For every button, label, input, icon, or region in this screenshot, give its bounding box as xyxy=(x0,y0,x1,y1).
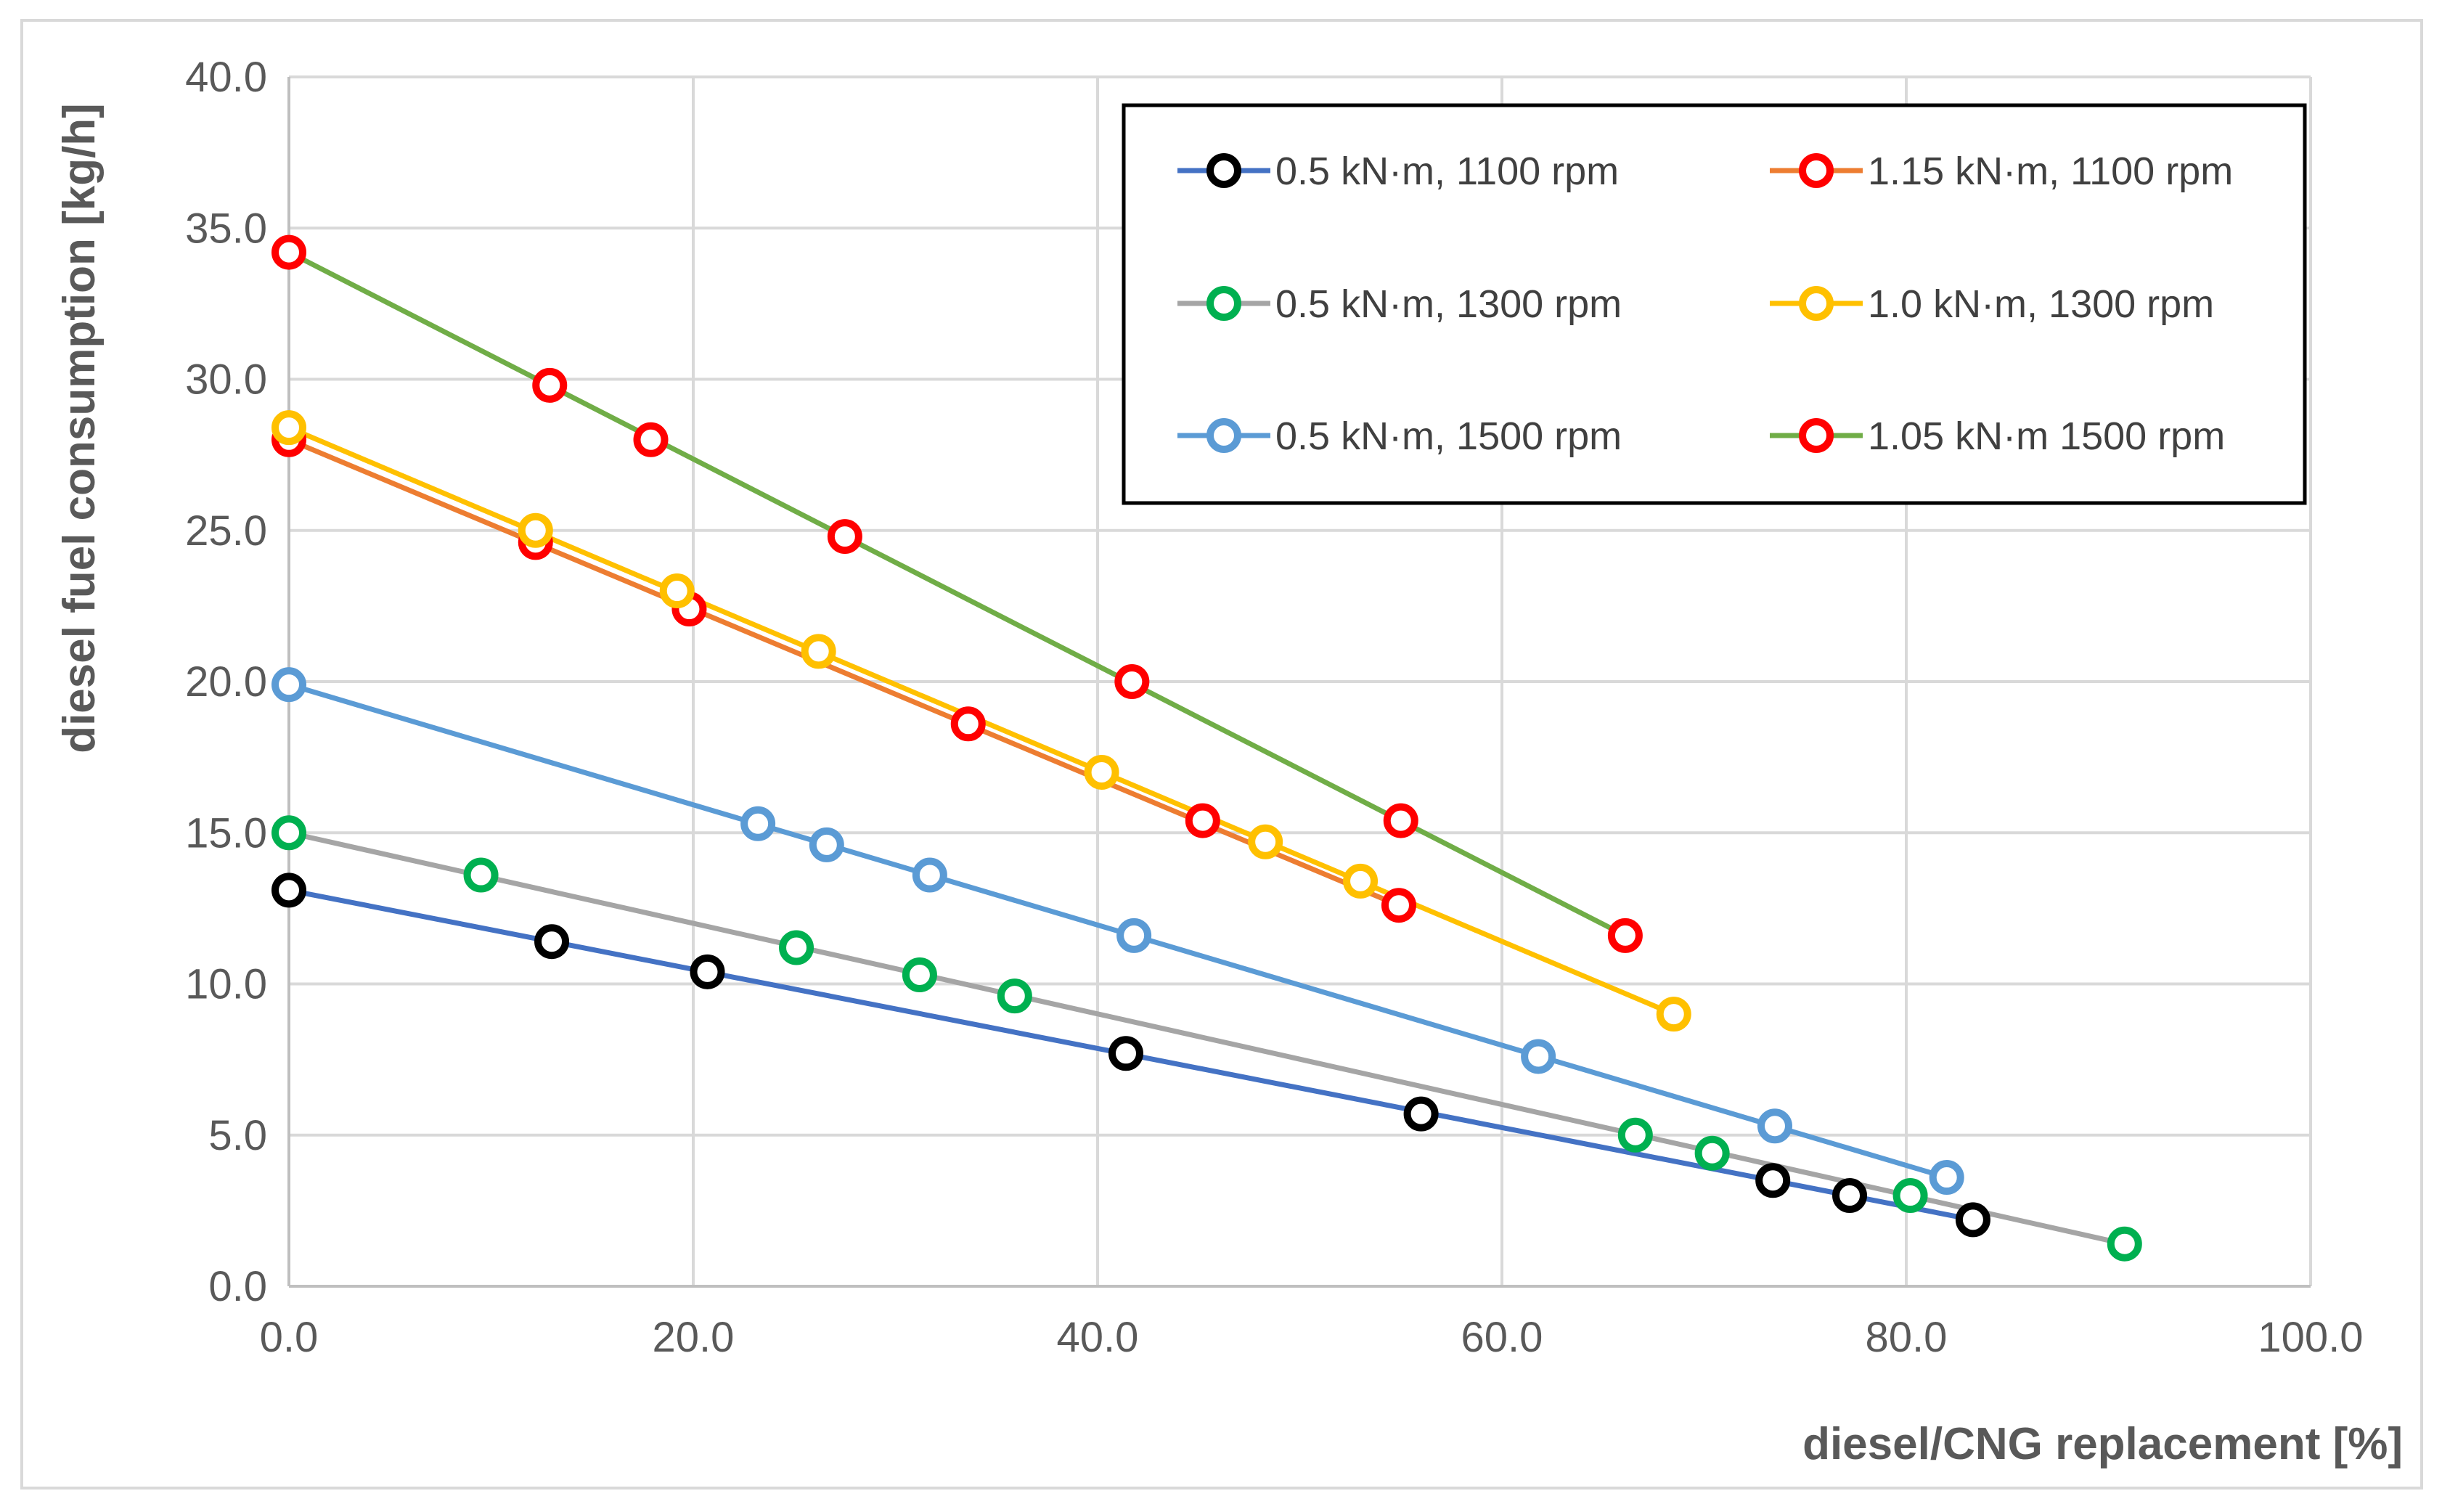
data-point-series-5 xyxy=(271,667,306,703)
y-tick-label: 25.0 xyxy=(185,507,267,555)
data-point-series-3 xyxy=(1694,1135,1730,1171)
data-point-series-1 xyxy=(271,873,306,908)
data-point-series-6 xyxy=(532,367,568,403)
y-axis-title: diesel fuel consumption [kg/h] xyxy=(54,103,105,753)
x-axis-title: diesel/CNG replacement [%] xyxy=(1802,1419,2403,1469)
data-point-series-3 xyxy=(902,957,937,993)
data-point-series-1 xyxy=(1755,1163,1791,1198)
legend-label: 0.5 kN·m, 1500 rpm xyxy=(1275,414,1622,458)
legend-marker-2 xyxy=(1799,153,1834,188)
legend-marker-1 xyxy=(1206,153,1241,188)
data-point-series-6 xyxy=(1607,918,1643,953)
data-point-series-2 xyxy=(1381,888,1416,923)
data-point-series-1 xyxy=(1108,1036,1143,1071)
data-point-series-4 xyxy=(659,573,695,609)
data-point-series-1 xyxy=(1955,1202,1990,1238)
data-point-series-4 xyxy=(271,410,306,446)
legend-label: 1.15 kN·m, 1100 rpm xyxy=(1868,150,2233,193)
legend-box xyxy=(1122,103,2307,505)
x-tick-label: 100.0 xyxy=(2258,1314,2363,1361)
data-point-series-4 xyxy=(801,634,836,669)
legend-marker-5 xyxy=(1206,418,1241,453)
data-point-series-5 xyxy=(740,806,776,841)
data-point-series-2 xyxy=(1185,803,1220,838)
data-point-series-5 xyxy=(1521,1039,1556,1074)
y-tick-label: 35.0 xyxy=(185,205,267,252)
data-point-series-5 xyxy=(809,827,844,862)
data-point-series-1 xyxy=(1403,1096,1439,1132)
y-tick-label: 15.0 xyxy=(185,809,267,857)
x-tick-label: 80.0 xyxy=(1866,1314,1948,1361)
legend-label: 0.5 kN·m, 1300 rpm xyxy=(1275,282,1622,326)
data-point-series-5 xyxy=(1757,1108,1792,1144)
legend-marker-3 xyxy=(1206,286,1241,321)
y-tick-label: 40.0 xyxy=(185,54,267,101)
axes: 0.0 5.0 10.0 15.0 20.0 25.0 30.0 35.0 40.0 0.0 20.… xyxy=(185,54,2363,1361)
y-tick-label: 5.0 xyxy=(208,1112,267,1159)
legend-marker-6 xyxy=(1799,418,1834,453)
data-point-series-4 xyxy=(1343,863,1379,899)
data-point-series-3 xyxy=(271,815,306,851)
data-point-series-1 xyxy=(690,954,725,989)
data-point-series-4 xyxy=(1248,824,1283,859)
y-tick-label: 0.0 xyxy=(208,1263,267,1310)
data-point-series-5 xyxy=(1929,1160,1964,1196)
y-tick-label: 10.0 xyxy=(185,961,267,1008)
series-markers xyxy=(271,234,2142,1262)
legend: 0.5 kN·m, 1100 rpm 1.15 kN·m, 1100 rpm 0.5… xyxy=(1122,103,2307,505)
x-tick-label: 40.0 xyxy=(1057,1314,1139,1361)
data-point-series-4 xyxy=(518,512,553,548)
data-point-series-6 xyxy=(1114,664,1150,699)
legend-label: 1.0 kN·m, 1300 rpm xyxy=(1868,282,2214,326)
data-point-series-6 xyxy=(1383,803,1418,838)
y-tick-label: 30.0 xyxy=(185,356,267,404)
data-point-series-1 xyxy=(534,924,570,960)
data-point-series-5 xyxy=(1116,918,1152,953)
data-point-series-1 xyxy=(1832,1178,1868,1214)
data-point-series-4 xyxy=(1084,754,1119,790)
series-line-3 xyxy=(286,830,2128,1247)
x-tick-label: 0.0 xyxy=(260,1314,319,1361)
series-layer xyxy=(271,234,2142,1262)
data-point-series-3 xyxy=(1892,1178,1928,1214)
data-point-series-6 xyxy=(271,234,306,270)
data-point-series-3 xyxy=(2107,1226,2142,1262)
data-point-series-3 xyxy=(997,978,1032,1014)
data-point-series-5 xyxy=(912,857,947,893)
legend-label: 0.5 kN·m, 1100 rpm xyxy=(1275,150,1619,193)
data-point-series-3 xyxy=(779,930,814,965)
data-point-series-4 xyxy=(1656,997,1691,1032)
data-point-series-6 xyxy=(633,422,669,457)
data-point-series-6 xyxy=(827,519,862,555)
data-point-series-2 xyxy=(950,706,986,742)
y-tick-label: 20.0 xyxy=(185,658,267,706)
legend-marker-4 xyxy=(1799,286,1834,321)
x-tick-label: 60.0 xyxy=(1461,1314,1543,1361)
data-point-series-3 xyxy=(463,857,499,893)
data-point-series-3 xyxy=(1617,1117,1653,1153)
x-tick-label: 20.0 xyxy=(653,1314,735,1361)
legend-label: 1.05 kN·m 1500 rpm xyxy=(1868,414,2225,458)
